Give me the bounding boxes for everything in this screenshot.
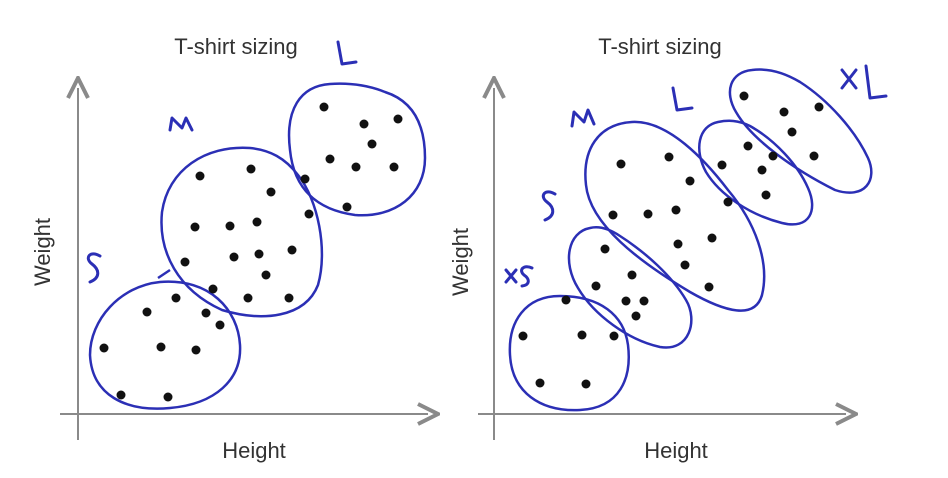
left-label-s bbox=[86, 252, 102, 284]
right-cluster-m bbox=[584, 120, 766, 312]
left-label-m bbox=[168, 116, 194, 132]
point bbox=[631, 311, 641, 321]
point bbox=[252, 217, 262, 227]
point bbox=[163, 392, 173, 402]
point bbox=[99, 343, 109, 353]
point bbox=[616, 159, 626, 169]
point bbox=[518, 331, 528, 341]
right-label-xl bbox=[840, 64, 888, 100]
left-x-label: Height bbox=[222, 438, 286, 463]
point bbox=[581, 379, 591, 389]
point bbox=[195, 171, 205, 181]
point bbox=[768, 151, 778, 161]
point bbox=[639, 296, 649, 306]
point bbox=[743, 141, 753, 151]
left-cluster-stroke bbox=[157, 268, 171, 280]
point bbox=[393, 114, 403, 124]
right-y-label: Weight bbox=[448, 228, 473, 296]
point bbox=[627, 270, 637, 280]
left-cluster-l bbox=[287, 82, 427, 217]
point bbox=[156, 342, 166, 352]
point bbox=[142, 307, 152, 317]
point bbox=[190, 222, 200, 232]
point bbox=[342, 202, 352, 212]
point bbox=[814, 102, 824, 112]
point bbox=[787, 127, 797, 137]
point bbox=[304, 209, 314, 219]
point bbox=[201, 308, 211, 318]
point bbox=[680, 260, 690, 270]
point bbox=[608, 210, 618, 220]
point bbox=[300, 174, 310, 184]
point bbox=[577, 330, 587, 340]
right-cluster-l bbox=[698, 119, 814, 226]
point bbox=[673, 239, 683, 249]
point bbox=[254, 249, 264, 259]
point bbox=[685, 176, 695, 186]
point bbox=[723, 197, 733, 207]
right-panel: T-shirt sizing Height Weight bbox=[448, 34, 888, 463]
point bbox=[215, 320, 225, 330]
point bbox=[351, 162, 361, 172]
left-panel: T-shirt sizing Height Weight bbox=[30, 34, 428, 463]
point bbox=[229, 252, 239, 262]
point bbox=[707, 233, 717, 243]
point bbox=[717, 160, 727, 170]
point bbox=[225, 221, 235, 231]
left-title: T-shirt sizing bbox=[174, 34, 297, 59]
point bbox=[367, 139, 377, 149]
point bbox=[261, 270, 271, 280]
point bbox=[319, 102, 329, 112]
left-cluster-m bbox=[160, 146, 324, 318]
point bbox=[246, 164, 256, 174]
point bbox=[809, 151, 819, 161]
point bbox=[591, 281, 601, 291]
right-label-m bbox=[570, 108, 596, 128]
point bbox=[243, 293, 253, 303]
point bbox=[600, 244, 610, 254]
point bbox=[609, 331, 619, 341]
left-label-l bbox=[336, 40, 358, 66]
right-label-xs bbox=[504, 265, 534, 288]
right-x-label: Height bbox=[644, 438, 708, 463]
point bbox=[671, 205, 681, 215]
point bbox=[621, 296, 631, 306]
point bbox=[535, 378, 545, 388]
point bbox=[116, 390, 126, 400]
point bbox=[287, 245, 297, 255]
left-y-label: Weight bbox=[30, 218, 55, 286]
point bbox=[779, 107, 789, 117]
right-cluster-s bbox=[567, 226, 693, 349]
right-cluster-xs bbox=[508, 294, 630, 412]
point bbox=[643, 209, 653, 219]
point bbox=[664, 152, 674, 162]
right-points bbox=[518, 91, 824, 389]
point bbox=[359, 119, 369, 129]
right-label-l bbox=[671, 86, 694, 112]
point bbox=[208, 284, 218, 294]
point bbox=[761, 190, 771, 200]
point bbox=[284, 293, 294, 303]
point bbox=[757, 165, 767, 175]
point bbox=[739, 91, 749, 101]
left-points bbox=[99, 102, 403, 402]
point bbox=[180, 257, 190, 267]
point bbox=[191, 345, 201, 355]
right-label-s bbox=[541, 190, 557, 222]
right-title: T-shirt sizing bbox=[598, 34, 721, 59]
point bbox=[561, 295, 571, 305]
point bbox=[325, 154, 335, 164]
point bbox=[266, 187, 276, 197]
point bbox=[171, 293, 181, 303]
point bbox=[704, 282, 714, 292]
point bbox=[389, 162, 399, 172]
right-cluster-xl bbox=[728, 68, 873, 194]
